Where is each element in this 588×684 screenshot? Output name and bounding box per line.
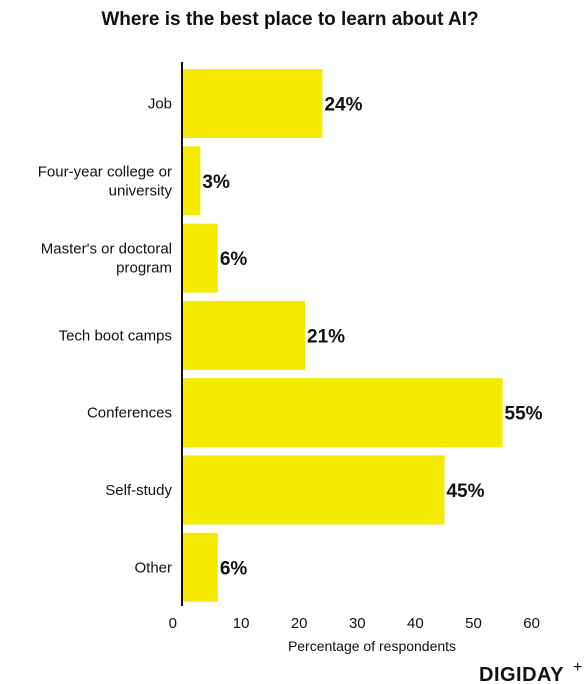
category-label: Master's or doctoral program xyxy=(41,241,172,277)
x-tick-label: 60 xyxy=(523,615,540,632)
value-label: 3% xyxy=(202,172,230,193)
category-label: Job xyxy=(148,96,172,113)
bar xyxy=(183,532,218,602)
bar xyxy=(183,69,323,138)
bars-group xyxy=(183,69,503,602)
bar xyxy=(183,300,306,370)
value-label: 6% xyxy=(220,558,248,579)
value-labels: 24% 3% 6% 21% 55% 45% 6% xyxy=(202,95,542,580)
digiday-logo-text: DIGIDAY xyxy=(479,664,564,684)
x-tick-label: 50 xyxy=(465,615,482,632)
digiday-logo: DIGIDAY + xyxy=(479,659,582,684)
x-tick-label: 20 xyxy=(291,615,308,632)
chart-title: Where is the best place to learn about A… xyxy=(101,9,478,30)
category-label: Four-year college or university xyxy=(38,163,173,199)
value-label: 24% xyxy=(324,95,362,116)
category-labels: Job Four-year college or university Master'… xyxy=(38,96,173,577)
category-label: Other xyxy=(134,559,172,576)
x-tick-labels: 0 10 20 30 40 50 60 xyxy=(169,615,540,632)
value-label: 45% xyxy=(446,481,484,502)
category-label: Self-study xyxy=(105,482,172,499)
x-tick-label: 30 xyxy=(349,615,366,632)
digiday-logo-plus: + xyxy=(573,659,582,676)
bar xyxy=(183,455,445,525)
value-label: 6% xyxy=(220,249,248,270)
bar xyxy=(183,223,218,293)
category-label: Conferences xyxy=(87,405,172,422)
x-tick-label: 40 xyxy=(407,615,424,632)
value-label: 21% xyxy=(307,326,345,347)
category-label: Tech boot camps xyxy=(59,327,172,344)
x-tick-label: 0 xyxy=(169,615,177,632)
value-label: 55% xyxy=(505,404,543,425)
x-axis-title: Percentage of respondents xyxy=(288,638,456,654)
bar xyxy=(183,378,503,448)
x-tick-label: 10 xyxy=(233,615,250,632)
bar xyxy=(183,146,201,216)
